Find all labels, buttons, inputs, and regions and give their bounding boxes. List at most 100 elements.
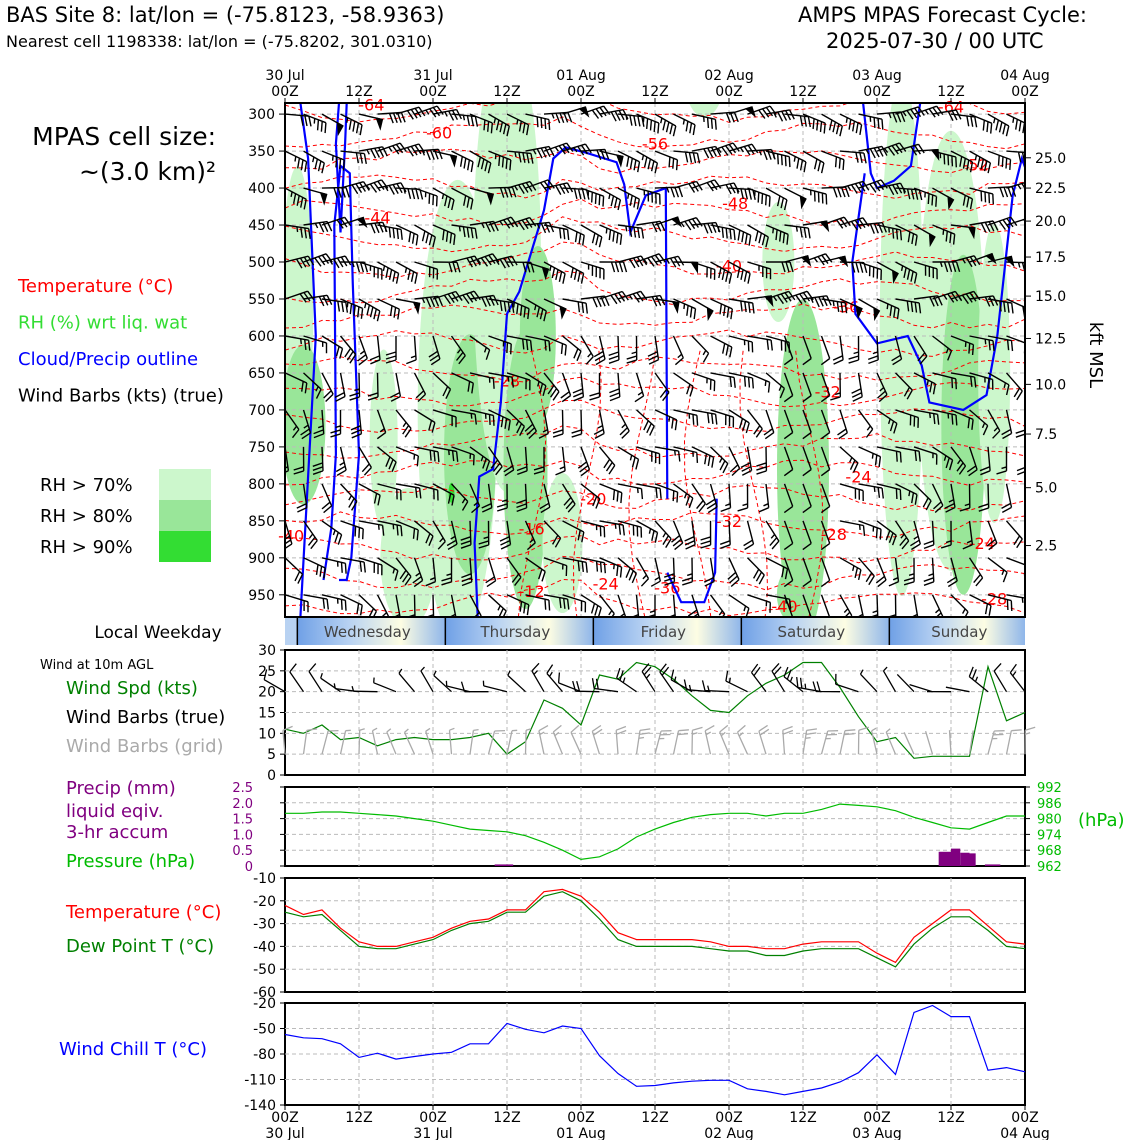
kft-tick-label: 22.5 — [1035, 181, 1066, 197]
cell-size-line-1: MPAS cell size: — [32, 122, 216, 151]
cross-section-panel: -64-60-56-64-52-44-48-40-36-28-32-20-24-… — [248, 68, 1106, 618]
wind-barb — [820, 446, 831, 477]
wind-barb — [876, 261, 899, 275]
wind-barb — [783, 520, 794, 551]
wind-barb — [895, 224, 918, 246]
wind-barb — [395, 409, 412, 438]
wind-barb — [895, 483, 918, 505]
wind-barb — [300, 409, 312, 440]
wind-barb — [425, 727, 434, 755]
wind-barb — [876, 520, 897, 546]
wind-barb — [506, 729, 518, 755]
wind-barb — [525, 594, 551, 611]
wind-barb — [321, 216, 352, 229]
temperature-label: -20 — [580, 490, 606, 509]
top-hour-label: 00Z — [419, 84, 446, 100]
temperature-label: -36 — [654, 578, 680, 597]
wind-barb — [599, 261, 628, 273]
wind-barb — [412, 557, 424, 588]
top-date-label: 02 Aug — [704, 68, 754, 84]
wind-barb — [940, 520, 952, 549]
wind-barb — [691, 483, 706, 513]
wind-barb — [784, 187, 807, 200]
cs-legend-3: Wind Barbs (kts) (true) — [18, 386, 224, 407]
y-tick-label: 0 — [267, 768, 276, 784]
wind-barb — [377, 557, 399, 581]
wind-barb — [673, 483, 694, 509]
wind-barb — [285, 224, 311, 240]
wind-barb — [784, 113, 811, 128]
rh-legend-label-0: RH > 70% — [40, 475, 133, 496]
wind-barb — [747, 295, 772, 300]
temperature-label: -56 — [642, 135, 668, 154]
bottom-date-label: 02 Aug — [704, 1126, 754, 1140]
wind-barb — [728, 106, 753, 115]
wind-barb — [691, 335, 710, 363]
kft-axis-label: kft MSL — [1085, 322, 1106, 388]
rh-region — [369, 349, 398, 530]
wind-barb — [303, 594, 329, 610]
wind-barb — [783, 335, 794, 366]
wind-barb — [340, 594, 363, 616]
wind-barb — [539, 483, 551, 514]
wind-barb — [932, 290, 962, 303]
kft-tick-label: 25.0 — [1035, 151, 1066, 167]
wind-barb — [691, 446, 715, 468]
wind-barb — [451, 409, 477, 425]
wind-barb — [617, 520, 643, 538]
wind-barb — [420, 666, 434, 693]
wind-barb — [289, 663, 305, 693]
wind-barb — [993, 662, 1008, 693]
wind-barb — [950, 372, 977, 388]
wind-barb — [659, 663, 675, 693]
wind-barb — [802, 187, 828, 205]
wind-barb — [765, 187, 788, 211]
wind-barb — [802, 409, 812, 440]
wind-barb — [821, 255, 845, 263]
wind-barb — [599, 483, 623, 504]
wind-barb — [867, 335, 879, 365]
wind-barb — [728, 335, 754, 353]
wind-barb — [414, 105, 444, 118]
rh-legend-label-1: RH > 80% — [40, 506, 133, 527]
wind-barb — [285, 483, 286, 509]
wind-barb — [987, 557, 1008, 583]
wind-barb — [820, 594, 831, 617]
wind-barb — [948, 730, 952, 755]
wind-barb — [451, 290, 481, 305]
site-line: BAS Site 8: lat/lon = (-75.8123, -58.936… — [6, 3, 445, 27]
top-hour-label: 00Z — [1011, 84, 1038, 100]
y-tick-label: 5 — [267, 747, 276, 763]
wind-barb — [747, 105, 777, 119]
top-hour-label: 00Z — [271, 84, 298, 100]
pressure-tick-label: 550 — [248, 292, 275, 308]
bottom-date-label: 30 Jul — [265, 1126, 304, 1140]
wind-barb — [451, 255, 481, 268]
wind-barb — [910, 520, 921, 551]
wind-barb — [572, 680, 600, 693]
wind-barb — [580, 261, 605, 280]
wind-barb — [671, 300, 680, 314]
wind-barb — [321, 150, 345, 171]
bottom-date-label: 03 Aug — [852, 1126, 902, 1140]
wind-barb — [820, 483, 831, 514]
wind-barb — [728, 594, 750, 617]
wind-barb — [851, 372, 863, 402]
wind-barb — [302, 520, 318, 550]
kft-tick-label: 10.0 — [1035, 377, 1066, 393]
weekday-cell — [285, 618, 298, 645]
panel-frame — [284, 786, 1026, 867]
wind-barb — [340, 298, 364, 319]
pressure-tick-label: 980 — [1037, 813, 1062, 828]
wind-barb — [488, 216, 518, 229]
wind-barb — [562, 557, 588, 573]
wind-barb — [358, 520, 385, 536]
wind-barb — [839, 557, 862, 581]
top-date-label: 04 Aug — [1000, 68, 1050, 84]
wind-barb — [1024, 114, 1025, 115]
wind-barb — [377, 520, 403, 537]
temperature-label: -28 — [821, 525, 847, 544]
wind-barb — [450, 335, 466, 365]
wind-barb — [969, 335, 995, 352]
